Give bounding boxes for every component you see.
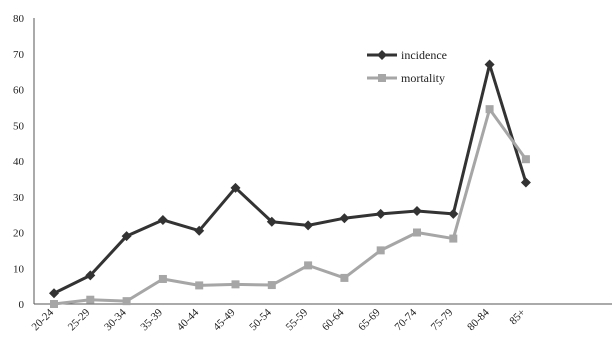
incidence-point bbox=[266, 216, 277, 227]
x-tick-label: 45-49 bbox=[211, 306, 238, 333]
y-tick-labels: 0 10 20 30 40 50 60 70 80 bbox=[13, 13, 25, 311]
incidence-point bbox=[520, 177, 531, 188]
x-tick-label: 35-39 bbox=[138, 306, 165, 333]
incidence-point bbox=[339, 213, 350, 224]
x-tick-label: 65-69 bbox=[356, 306, 383, 333]
legend-mortality-label: mortality bbox=[401, 71, 445, 85]
incidence-point bbox=[49, 288, 59, 299]
mortality-point bbox=[122, 297, 131, 306]
incidence-point bbox=[121, 231, 132, 242]
x-tick-label: 75-79 bbox=[429, 306, 456, 333]
incidence-point bbox=[85, 270, 96, 281]
y-tick-label: 40 bbox=[13, 156, 25, 168]
incidence-point bbox=[303, 220, 314, 231]
incidence-point bbox=[157, 214, 168, 225]
mortality-point bbox=[50, 300, 58, 308]
x-tick-label: 20-24 bbox=[29, 306, 56, 333]
mortality-point bbox=[86, 295, 95, 304]
mortality-point bbox=[449, 234, 458, 243]
y-tick-label: 0 bbox=[19, 299, 25, 311]
y-tick-label: 30 bbox=[13, 192, 25, 204]
incidence-line bbox=[53, 62, 528, 295]
mortality-point bbox=[304, 261, 313, 270]
mortality-point bbox=[267, 281, 276, 290]
legend-incidence-marker bbox=[377, 50, 387, 60]
incidence-point bbox=[448, 208, 459, 219]
y-tick-label: 80 bbox=[13, 13, 25, 25]
incidence-point bbox=[230, 182, 241, 193]
mortality-point bbox=[195, 281, 204, 290]
mortality-point bbox=[413, 228, 421, 237]
mortality-point bbox=[485, 105, 494, 114]
x-tick-label: 55-59 bbox=[284, 306, 311, 333]
x-tick-label: 40-44 bbox=[175, 306, 202, 333]
mortality-point bbox=[376, 246, 385, 255]
x-tick-label: 70-74 bbox=[392, 306, 419, 333]
y-tick-label: 10 bbox=[13, 263, 25, 275]
y-tick-label: 60 bbox=[13, 85, 25, 97]
legend-incidence-label: incidence bbox=[401, 48, 447, 62]
x-tick-label: 30-34 bbox=[102, 306, 129, 333]
mortality-point bbox=[158, 274, 167, 283]
mortality-point bbox=[231, 280, 240, 289]
mortality-point bbox=[521, 155, 530, 164]
incidence-point bbox=[412, 206, 422, 217]
x-tick-label: 50-54 bbox=[247, 306, 274, 333]
mortality-point bbox=[340, 273, 349, 282]
legend-mortality-marker bbox=[378, 74, 386, 82]
incidence-point bbox=[484, 59, 495, 70]
incidence-point bbox=[194, 225, 205, 236]
series-layer bbox=[49, 59, 531, 308]
x-tick-label: 60-64 bbox=[320, 306, 347, 333]
x-tick-labels: 20-24 25-29 30-34 35-39 40-44 45-49 50-54 55-59… bbox=[29, 306, 528, 333]
mortality-line bbox=[53, 107, 528, 306]
legend: incidence mortality bbox=[367, 48, 447, 85]
y-tick-label: 20 bbox=[13, 228, 25, 240]
y-tick-label: 50 bbox=[13, 120, 25, 132]
x-tick-label: 85+ bbox=[507, 307, 528, 328]
incidence-point bbox=[375, 208, 386, 219]
y-tick-label: 70 bbox=[13, 49, 25, 61]
x-tick-label: 80-84 bbox=[465, 306, 492, 333]
x-tick-label: 25-29 bbox=[66, 306, 93, 333]
